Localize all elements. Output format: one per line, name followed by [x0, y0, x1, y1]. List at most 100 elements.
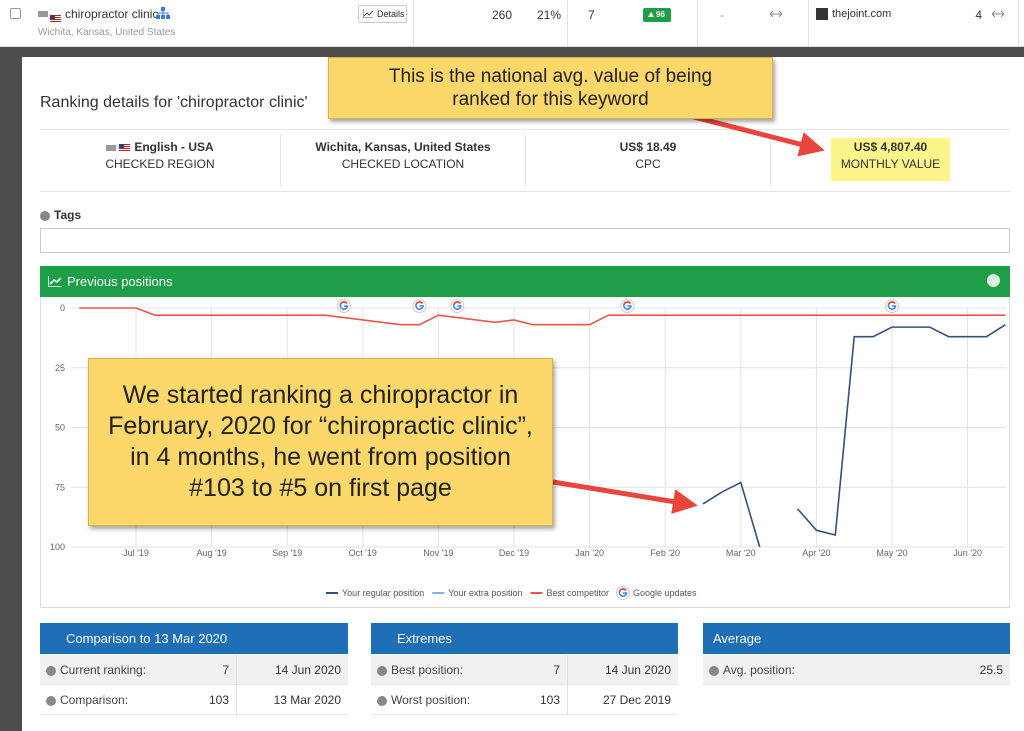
x-tick-label: Jul '19: [123, 548, 149, 558]
keyword-location: Wichita, Kansas, United States: [38, 27, 176, 38]
x-tick-label: Apr '20: [802, 548, 830, 558]
chart-title: Previous positions: [67, 274, 173, 289]
previous-position: -: [720, 8, 724, 22]
legend-label: Best competitor: [546, 588, 609, 598]
row-label: Best position:: [377, 655, 463, 685]
row-date: 27 Dec 2019: [602, 693, 671, 707]
row-label-text: Avg. position:: [723, 663, 795, 677]
x-tick-label: Aug '19: [196, 548, 226, 558]
x-tick-label: Feb '20: [650, 548, 680, 558]
info-cpc: US$ 18.49 CPC: [526, 140, 770, 171]
change-badge: 96: [643, 8, 671, 22]
series-line: [79, 307, 1006, 326]
google-update: [620, 299, 635, 313]
panel-row: [371, 655, 678, 685]
tags-input[interactable]: [40, 228, 1010, 253]
row-value: 7: [222, 663, 229, 677]
x-tick-label: Jun '20: [953, 548, 982, 558]
x-tick-label: May '20: [876, 548, 907, 558]
row-divider: [567, 655, 568, 685]
google-icon-arc: [453, 301, 461, 305]
row-divider: [236, 655, 237, 685]
google-update: [450, 299, 465, 313]
help-icon[interactable]: [987, 274, 1000, 287]
flag-icon: [50, 15, 61, 23]
position: 7: [588, 8, 595, 22]
google-icon-arc: [415, 301, 424, 305]
row-label: Worst position:: [377, 685, 470, 715]
info-label: CHECKED REGION: [105, 157, 215, 171]
legend-label: Google updates: [633, 588, 697, 598]
panel-row: [371, 685, 678, 715]
row-divider: [236, 685, 237, 715]
google-update: [412, 299, 427, 313]
callout: We started ranking a chiropractor in Feb…: [88, 358, 553, 526]
info-value: US$ 18.49: [619, 140, 677, 154]
row-checkbox[interactable]: [10, 8, 21, 19]
compare-icon[interactable]: [770, 11, 782, 17]
panel-title: Extremes: [371, 623, 678, 654]
x-tick-label: Jan '20: [575, 548, 604, 558]
row-divider: [567, 685, 568, 715]
google-update: [885, 299, 899, 313]
y-tick-label: 50: [55, 423, 65, 433]
y-tick-label: 0: [60, 303, 65, 313]
info-label: CHECKED LOCATION: [341, 157, 465, 171]
language-icon: [38, 11, 48, 17]
row-value: 25.5: [979, 663, 1003, 677]
compare-icon[interactable]: [992, 11, 1004, 17]
row-label-text: Current ranking:: [60, 663, 147, 677]
row-label: Avg. position:: [709, 655, 795, 685]
info-region: English - USA CHECKED REGION: [40, 140, 280, 171]
search-volume: 260: [491, 8, 512, 22]
row-label: Comparison:: [46, 685, 128, 715]
google-update: [336, 299, 351, 313]
row-label-text: Best position:: [391, 663, 464, 677]
x-tick-label: Nov '19: [423, 548, 453, 558]
y-tick-label: 100: [50, 542, 65, 552]
panel-title: Average: [703, 623, 1010, 654]
competition: 21%: [536, 8, 561, 22]
panel-row: [703, 655, 1010, 685]
x-tick-label: Mar '20: [726, 548, 756, 558]
keyword[interactable]: chiropractor clinic: [65, 7, 159, 21]
y-tick-label: 75: [55, 482, 65, 492]
competitor-favicon: [816, 8, 828, 20]
legend-label: Your regular position: [342, 588, 424, 598]
x-tick-label: Dec '19: [499, 548, 529, 558]
details-button[interactable]: Details: [358, 5, 407, 23]
info-value: US$ 4,807.40: [853, 140, 928, 154]
highlight: [831, 138, 950, 181]
google-icon-arc: [623, 301, 632, 305]
row-date: 14 Jun 2020: [604, 663, 671, 677]
legend-swatch: [615, 586, 630, 600]
google-icon-arc: [887, 301, 896, 305]
row-label-text: Worst position:: [391, 693, 471, 707]
tags-text: Tags: [54, 208, 82, 222]
panel-title: Comparison to 13 Mar 2020: [40, 623, 348, 654]
info-label: CPC: [635, 157, 661, 171]
panel-row: [40, 685, 348, 715]
competitor-position: 4: [975, 8, 982, 22]
change-value: 96: [656, 10, 665, 19]
row-label-text: Comparison:: [60, 693, 129, 707]
callout: This is the national avg. value of being…: [328, 57, 773, 119]
row-date: 13 Mar 2020: [273, 693, 341, 707]
competitor-domain[interactable]: thejoint.com: [832, 8, 892, 20]
info-value: English - USA: [134, 140, 214, 154]
info-monthly-value: US$ 4,807.40 MONTHLY VALUE: [771, 140, 1010, 171]
row-date: 14 Jun 2020: [274, 663, 341, 677]
details-label: Details: [377, 9, 405, 19]
panel-row: [40, 655, 348, 685]
row-value: 103: [539, 693, 560, 707]
chart-header: Previous positions: [40, 266, 1010, 297]
keyword-row: chiropractor clinic Wichita, Kansas, Uni…: [0, 0, 1024, 47]
x-tick-label: Sep '19: [272, 548, 302, 558]
tags-label: Tags: [40, 208, 81, 222]
series-line: [702, 324, 1006, 548]
legend-label: Your extra position: [448, 588, 522, 598]
row-label: Current ranking:: [46, 655, 146, 685]
info-value: Wichita, Kansas, United States: [315, 140, 491, 154]
info-label: MONTHLY VALUE: [840, 157, 941, 171]
